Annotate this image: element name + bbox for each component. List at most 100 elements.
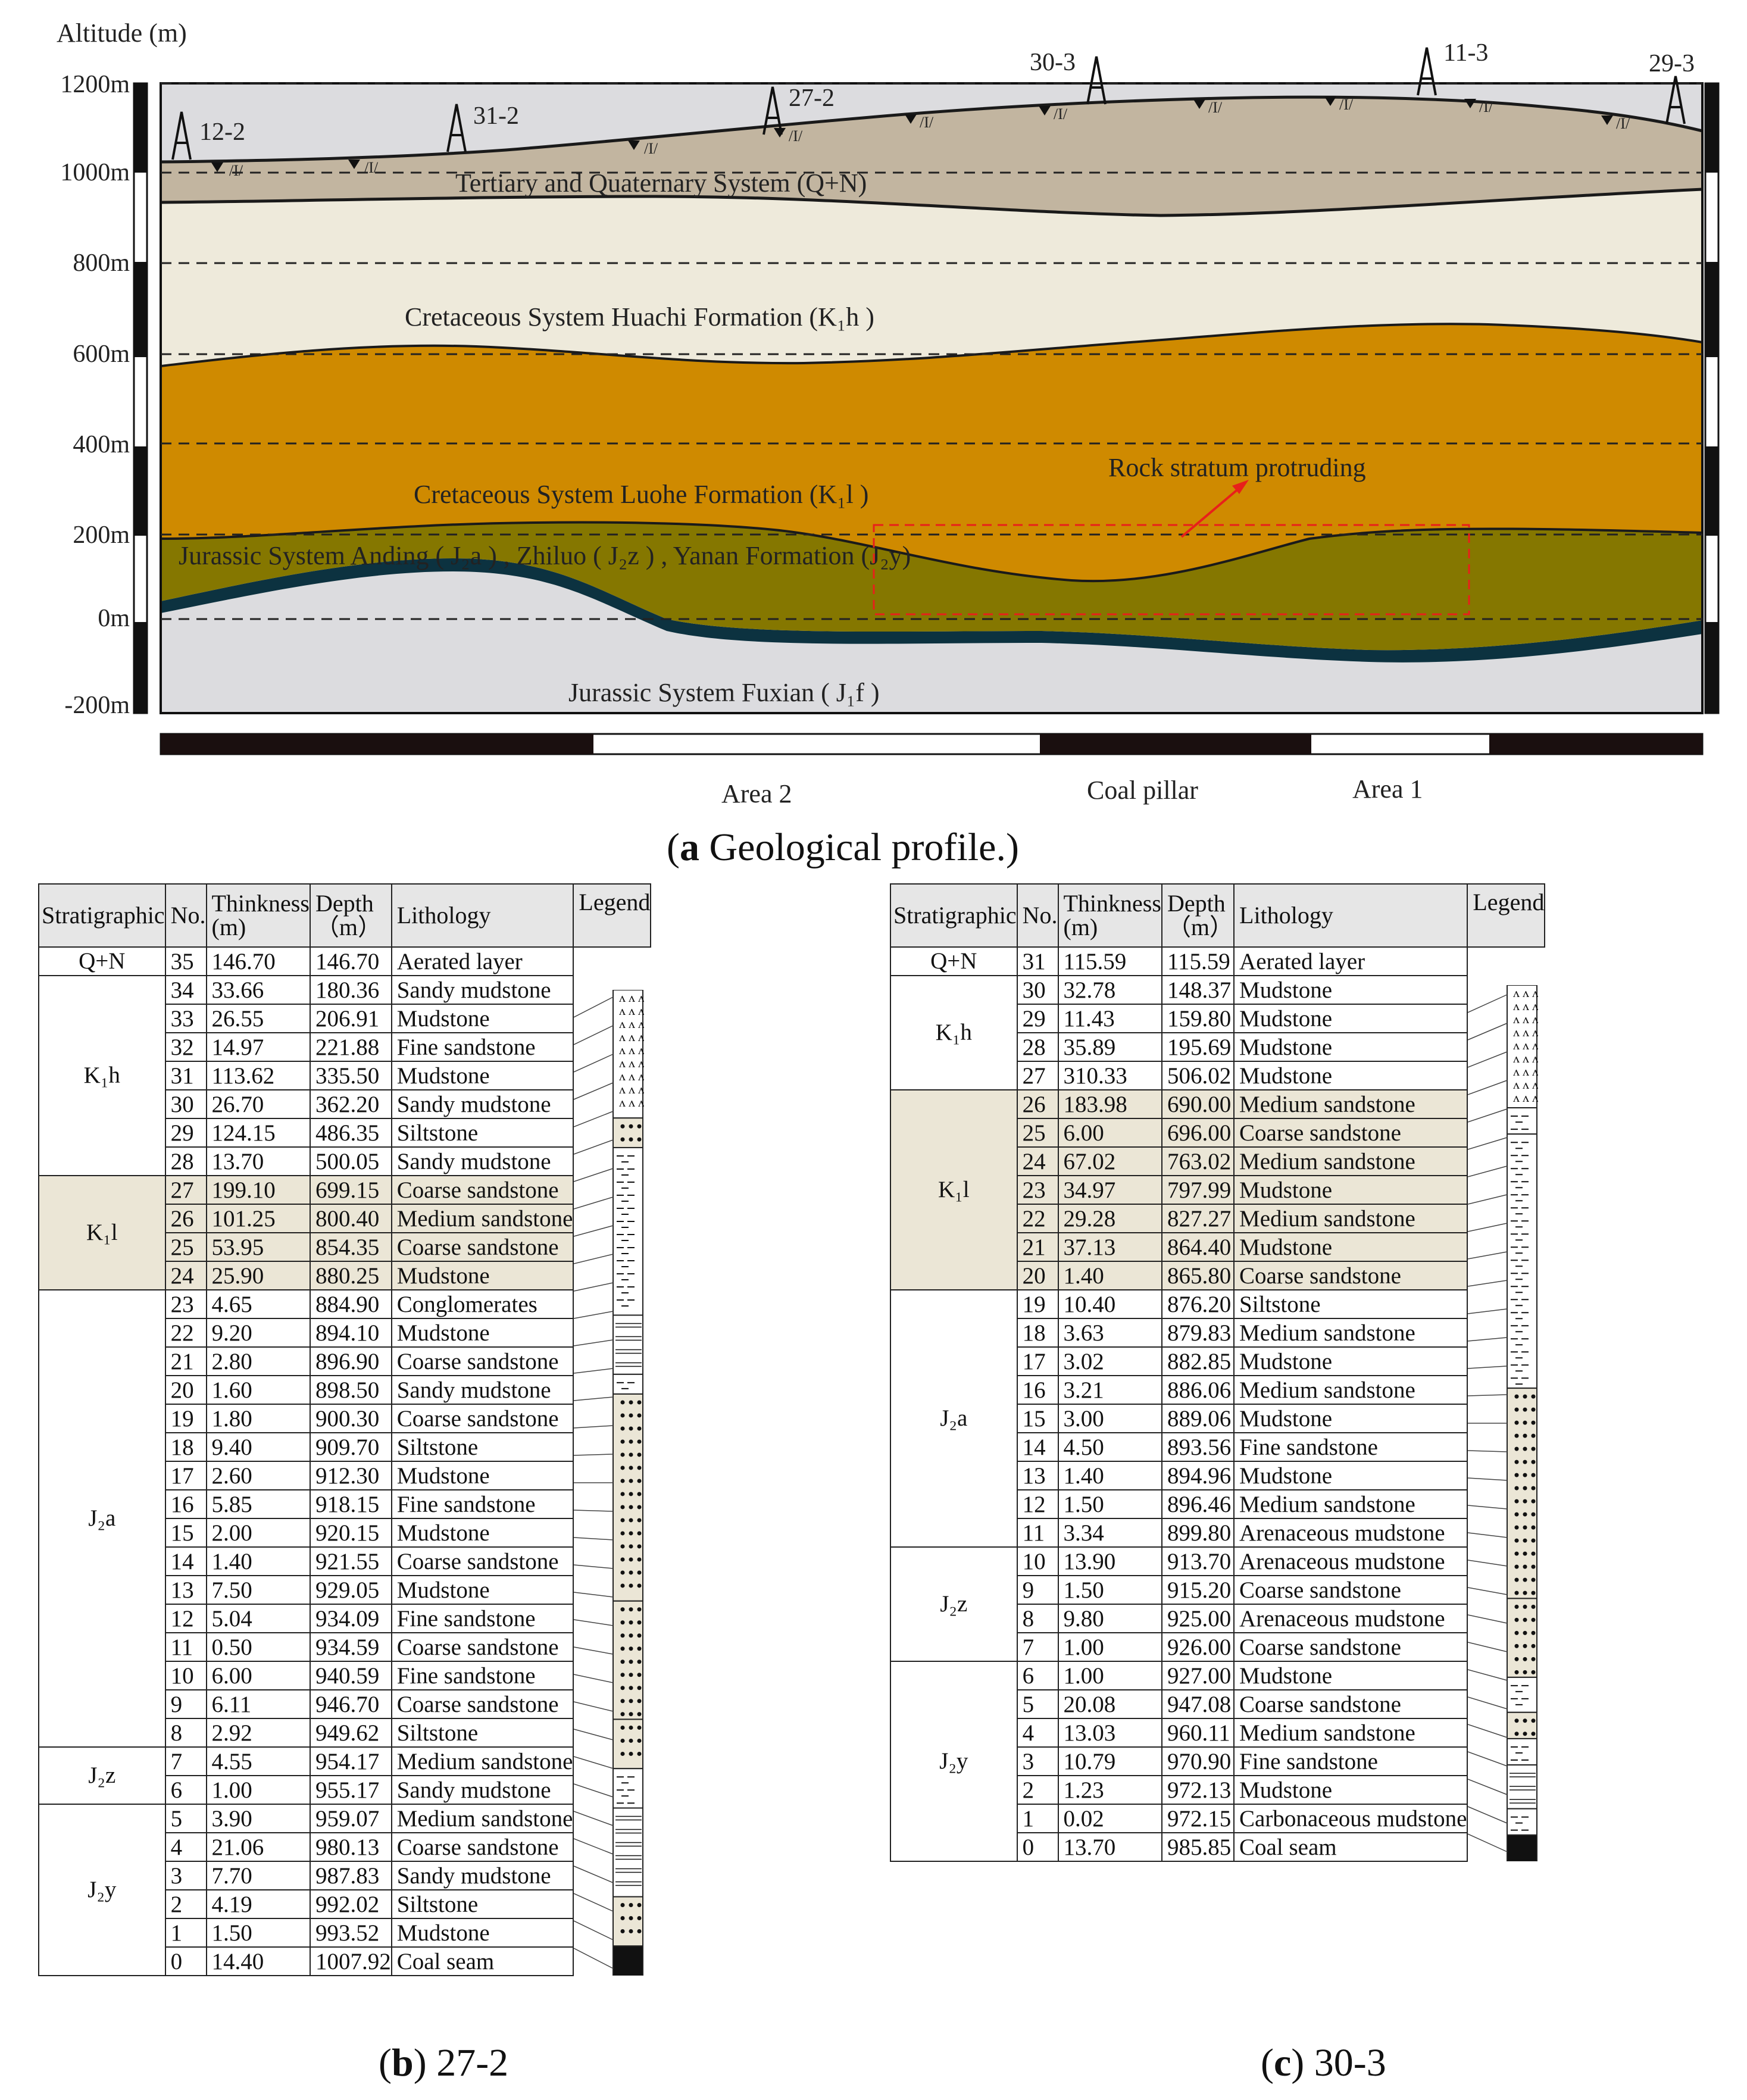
depth: 146.70 — [309, 946, 392, 976]
svg-text:/I/: /I/ — [920, 114, 934, 131]
lithology: Fine sandstone — [390, 1604, 574, 1633]
svg-text:ʌ: ʌ — [1523, 998, 1529, 1013]
header-strat: Stratigraphic — [38, 883, 166, 948]
thickness: 4.50 — [1057, 1432, 1162, 1462]
layer-number: 27 — [164, 1175, 207, 1205]
table-row: 33 26.55 206.91 Mudstone — [39, 1004, 651, 1033]
header-depth: Depth （m） — [309, 883, 392, 948]
svg-text:ʌ: ʌ — [1532, 1090, 1538, 1105]
thickness: 113.62 — [205, 1061, 311, 1090]
thickness: 310.33 — [1057, 1061, 1162, 1090]
thickness: 1.80 — [205, 1404, 311, 1433]
table-row: 0 13.70 985.85 Coal seam — [890, 1832, 1545, 1862]
thickness: 5.85 — [205, 1489, 311, 1519]
table-row: 1 1.50 993.52 Mudstone — [39, 1918, 651, 1948]
depth: 992.02 — [309, 1889, 392, 1919]
depth: 884.90 — [309, 1289, 392, 1319]
layer-number: 26 — [164, 1204, 207, 1233]
thickness: 2.92 — [205, 1718, 311, 1748]
derrick-icon — [1665, 76, 1686, 124]
depth: 195.69 — [1161, 1032, 1235, 1062]
depth: 894.10 — [309, 1318, 392, 1348]
table-row: 14 4.50 893.56 Fine sandstone — [890, 1432, 1545, 1462]
annotation-label: Rock stratum protruding — [1108, 453, 1366, 482]
lithology: Mudstone — [1233, 1404, 1468, 1433]
lithology: Fine sandstone — [390, 1661, 574, 1690]
y-tick-labels: 1200m 1000m 800m 600m 400m 200m 0m -200m — [60, 71, 130, 719]
layer-number: 3 — [164, 1861, 207, 1890]
table-row: 28 35.89 195.69 Mudstone — [890, 1032, 1545, 1062]
depth: 972.15 — [1161, 1804, 1235, 1833]
table-row: 8 9.80 925.00 Arenaceous mudstone — [890, 1604, 1545, 1633]
depth: 886.06 — [1161, 1375, 1235, 1405]
layer-number: 2 — [164, 1889, 207, 1919]
y-tick: 1200m — [60, 71, 130, 98]
svg-text:ʌ: ʌ — [629, 1095, 635, 1110]
thickness: 101.25 — [205, 1204, 311, 1233]
thickness: 3.00 — [1057, 1404, 1162, 1433]
layer-number: 0 — [1016, 1832, 1059, 1862]
thickness: 115.59 — [1057, 946, 1162, 976]
legend-band — [1507, 1764, 1538, 1810]
depth: 889.06 — [1161, 1404, 1235, 1433]
stratigraphic-unit: Q+N — [38, 946, 166, 976]
depth: 159.80 — [1161, 1004, 1235, 1033]
lithology-legend: ʌ ʌ ʌʌ ʌ ʌʌ ʌ ʌʌ ʌ ʌʌ ʌ ʌʌ ʌ ʌʌ ʌ ʌʌ ʌ ʌʌ ʌ ʌ — [574, 990, 644, 1976]
layer-number: 16 — [164, 1489, 207, 1519]
table-row: 5 20.08 947.08 Coarse sandstone — [890, 1689, 1545, 1719]
svg-text:ʌ: ʌ — [1513, 1077, 1520, 1092]
depth: 115.59 — [1161, 946, 1235, 976]
layer-number: 14 — [164, 1546, 207, 1576]
legend-band — [612, 1718, 644, 1770]
svg-text:ʌ: ʌ — [619, 1016, 626, 1031]
depth: 899.80 — [1161, 1518, 1235, 1548]
layer-number: 7 — [164, 1746, 207, 1776]
layer-number: 31 — [1016, 946, 1059, 976]
stratigraphic-unit: J₂a — [38, 1289, 166, 1748]
depth: 985.85 — [1161, 1832, 1235, 1862]
tertiary-label: Tertiary and Quaternary System (Q+N) — [455, 168, 867, 198]
thickness: 1.00 — [1057, 1632, 1162, 1662]
legend-band — [1507, 1808, 1538, 1837]
table-row: 4 21.06 980.13 Coarse sandstone — [39, 1832, 651, 1862]
lithology: Conglomerates — [390, 1289, 574, 1319]
legend-band — [612, 1314, 644, 1375]
caption-c: (c) 30-3 — [1261, 2041, 1386, 2085]
table-row: 27 310.33 506.02 Mudstone — [890, 1061, 1545, 1090]
thickness: 7.50 — [205, 1575, 311, 1605]
layer-number: 29 — [1016, 1004, 1059, 1033]
svg-text:/I/: /I/ — [1054, 105, 1068, 123]
thickness: 25.90 — [205, 1261, 311, 1290]
depth: 912.30 — [309, 1461, 392, 1490]
layer-number: 8 — [164, 1718, 207, 1748]
lithology: Sandy mudstone — [390, 1146, 574, 1176]
svg-text:ʌ: ʌ — [1513, 998, 1520, 1013]
surface-markers: /I/ /I/ /I/ /I/ /I/ /I/ /I/ /I/ /I/ /I/ — [211, 96, 1630, 179]
depth: 763.02 — [1161, 1146, 1235, 1176]
depth: 987.83 — [309, 1861, 392, 1890]
borehole-labels: 12-2 31-2 27-2 30-3 11-3 29-3 — [199, 39, 1695, 146]
lithology: Fine sandstone — [1233, 1746, 1468, 1776]
layer-number: 25 — [164, 1232, 207, 1262]
y-tick: 800m — [73, 249, 130, 277]
y-tick: 0m — [98, 605, 130, 632]
legend-band — [612, 1373, 644, 1395]
lithology: Medium sandstone — [390, 1746, 574, 1776]
table-row: 32 14.97 221.88 Fine sandstone — [39, 1032, 651, 1062]
svg-text:/I/: /I/ — [1616, 115, 1630, 132]
borehole-label: 31-2 — [473, 102, 519, 130]
jurassic-layer — [161, 522, 1702, 651]
svg-text:ʌ: ʌ — [638, 1016, 644, 1031]
depth: 920.15 — [309, 1518, 392, 1548]
borehole-derricks — [171, 47, 1686, 160]
svg-text:ʌ: ʌ — [629, 990, 635, 1005]
lithology: Coarse sandstone — [390, 1175, 574, 1205]
stratigraphic-unit: J₂a — [890, 1289, 1018, 1548]
depth: 506.02 — [1161, 1061, 1235, 1090]
table-row: J₂z 7 4.55 954.17 Medium sandstone — [38, 1746, 651, 1805]
lithology: Coarse sandstone — [390, 1546, 574, 1576]
layer-number: 9 — [1016, 1575, 1059, 1605]
table-row: 0 14.40 1007.92 Coal seam — [39, 1946, 651, 1976]
thickness: 146.70 — [205, 946, 311, 976]
thickness: 26.70 — [205, 1089, 311, 1119]
